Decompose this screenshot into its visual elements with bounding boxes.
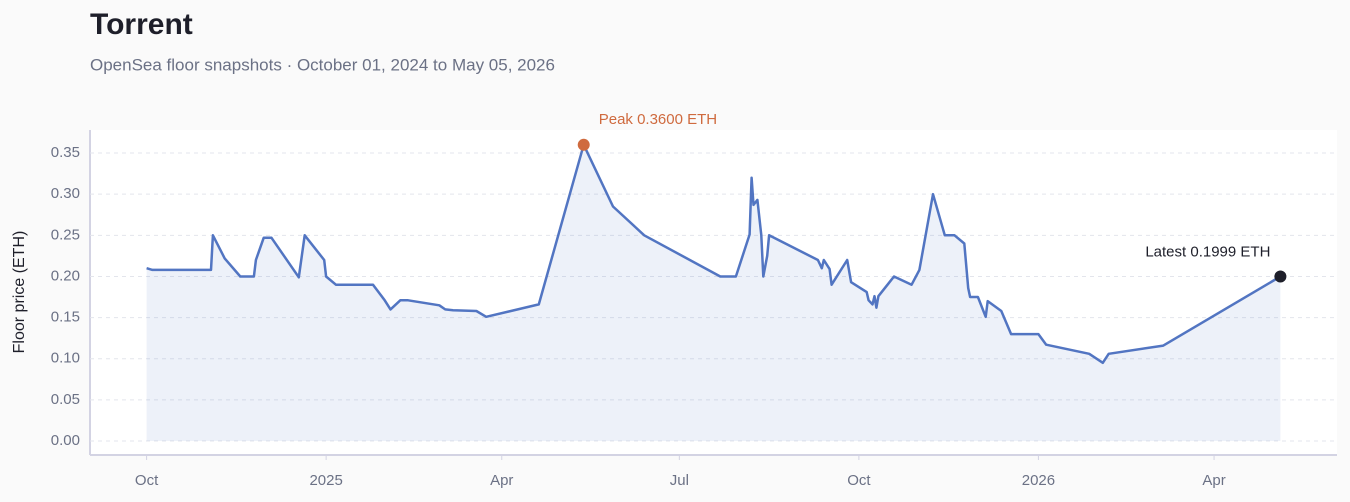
x-tick-label: 2026 xyxy=(1022,472,1055,489)
y-tick-label: 0.25 xyxy=(51,226,80,243)
peak-marker xyxy=(577,138,590,151)
y-tick-label: 0.20 xyxy=(51,267,80,284)
plot-area xyxy=(90,130,1337,455)
y-tick-label: 0.30 xyxy=(51,185,80,202)
x-tick-label: 2025 xyxy=(309,472,342,489)
x-tick-label: Jul xyxy=(670,472,689,489)
x-tick-label: Oct xyxy=(847,472,871,489)
y-tick-label: 0.15 xyxy=(51,309,80,326)
y-tick-label: 0.05 xyxy=(51,391,80,408)
y-tick-label: 0.00 xyxy=(51,432,80,449)
line xyxy=(146,143,1282,365)
x-tick-label: Apr xyxy=(1202,472,1225,489)
y-tick-label: 0.35 xyxy=(51,144,80,161)
peak-label: Peak 0.3600 ETH xyxy=(599,111,717,128)
chart-subtitle: OpenSea floor snapshots · October 01, 20… xyxy=(90,55,555,74)
y-axis-label: Floor price (ETH) xyxy=(11,231,28,354)
chart-title: Torrent xyxy=(90,8,193,41)
x-tick-label: Oct xyxy=(135,472,159,489)
y-tick-label: 0.10 xyxy=(51,350,80,367)
x-tick-label: Apr xyxy=(490,472,513,489)
latest-label: Latest 0.1999 ETH xyxy=(1145,244,1270,261)
latest-marker xyxy=(1274,270,1287,283)
area xyxy=(146,144,1281,442)
